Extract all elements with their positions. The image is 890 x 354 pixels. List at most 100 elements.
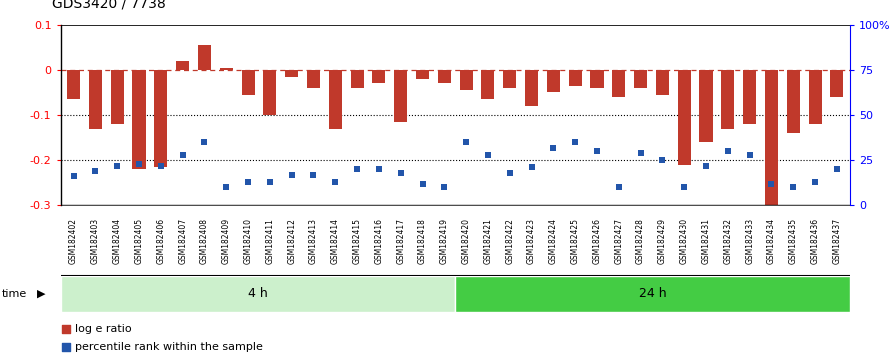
Point bbox=[611, 184, 626, 190]
Point bbox=[263, 179, 277, 185]
Bar bbox=[459, 70, 473, 90]
Text: GSM182431: GSM182431 bbox=[701, 218, 710, 264]
Text: time: time bbox=[2, 289, 27, 299]
Point bbox=[481, 152, 495, 158]
Point bbox=[721, 148, 735, 154]
Bar bbox=[110, 70, 124, 124]
Text: GSM182435: GSM182435 bbox=[789, 218, 797, 264]
Text: GSM182433: GSM182433 bbox=[745, 218, 754, 264]
Bar bbox=[89, 70, 102, 129]
Bar bbox=[546, 70, 560, 92]
Point bbox=[416, 181, 430, 187]
Text: GSM182423: GSM182423 bbox=[527, 218, 536, 264]
Bar bbox=[721, 70, 734, 129]
Text: GSM182418: GSM182418 bbox=[418, 218, 427, 264]
Point bbox=[350, 166, 364, 172]
Bar bbox=[198, 45, 211, 70]
Point bbox=[372, 166, 386, 172]
Text: GSM182429: GSM182429 bbox=[658, 218, 667, 264]
Point bbox=[829, 166, 844, 172]
Point bbox=[786, 184, 800, 190]
Text: GSM182407: GSM182407 bbox=[178, 218, 187, 264]
Text: GSM182416: GSM182416 bbox=[375, 218, 384, 264]
Bar bbox=[590, 70, 603, 88]
Text: GSM182403: GSM182403 bbox=[91, 218, 100, 264]
Text: GSM182419: GSM182419 bbox=[440, 218, 449, 264]
Point bbox=[88, 168, 102, 174]
Bar bbox=[808, 70, 821, 124]
Text: GSM182432: GSM182432 bbox=[724, 218, 732, 264]
Bar bbox=[743, 70, 756, 124]
Point bbox=[59, 344, 73, 350]
Bar bbox=[263, 70, 277, 115]
Point bbox=[524, 165, 538, 170]
Text: GSM182430: GSM182430 bbox=[680, 218, 689, 264]
Bar bbox=[133, 70, 146, 169]
Point bbox=[765, 181, 779, 187]
Bar bbox=[394, 70, 408, 122]
Text: GSM182402: GSM182402 bbox=[69, 218, 78, 264]
Text: GSM182427: GSM182427 bbox=[614, 218, 623, 264]
Point bbox=[59, 326, 73, 332]
Bar bbox=[67, 70, 80, 99]
Point bbox=[198, 139, 212, 145]
Bar bbox=[634, 70, 647, 88]
Point bbox=[154, 163, 168, 169]
Bar bbox=[830, 70, 844, 97]
Point bbox=[590, 148, 604, 154]
Bar bbox=[176, 61, 190, 70]
Bar bbox=[351, 70, 364, 88]
Text: GSM182410: GSM182410 bbox=[244, 218, 253, 264]
Bar bbox=[503, 70, 516, 88]
Point bbox=[437, 184, 451, 190]
Bar bbox=[656, 70, 669, 95]
Bar bbox=[220, 68, 233, 70]
Point bbox=[67, 173, 81, 179]
Point bbox=[132, 161, 146, 167]
Point bbox=[699, 163, 713, 169]
Text: GSM182437: GSM182437 bbox=[832, 218, 841, 264]
Text: GSM182409: GSM182409 bbox=[222, 218, 231, 264]
Text: GSM182417: GSM182417 bbox=[396, 218, 405, 264]
Text: GSM182420: GSM182420 bbox=[462, 218, 471, 264]
Text: GSM182413: GSM182413 bbox=[309, 218, 318, 264]
Text: GSM182408: GSM182408 bbox=[200, 218, 209, 264]
Bar bbox=[61, 276, 456, 312]
Bar bbox=[525, 70, 538, 106]
Point bbox=[241, 179, 255, 185]
Bar bbox=[285, 70, 298, 77]
Text: GSM182424: GSM182424 bbox=[549, 218, 558, 264]
Text: GSM182422: GSM182422 bbox=[506, 218, 514, 264]
Text: GSM182412: GSM182412 bbox=[287, 218, 296, 264]
Text: 4 h: 4 h bbox=[248, 287, 268, 300]
Text: GSM182421: GSM182421 bbox=[483, 218, 492, 264]
Bar bbox=[372, 70, 385, 84]
Text: GSM182405: GSM182405 bbox=[134, 218, 143, 264]
Point bbox=[546, 145, 561, 150]
Text: GSM182426: GSM182426 bbox=[593, 218, 602, 264]
Point bbox=[175, 152, 190, 158]
Point bbox=[110, 163, 125, 169]
Point bbox=[742, 152, 756, 158]
Bar bbox=[456, 276, 850, 312]
Text: GDS3420 / 7738: GDS3420 / 7738 bbox=[52, 0, 166, 11]
Text: GSM182425: GSM182425 bbox=[570, 218, 579, 264]
Bar bbox=[416, 70, 429, 79]
Bar bbox=[438, 70, 451, 84]
Text: GSM182415: GSM182415 bbox=[352, 218, 361, 264]
Text: GSM182404: GSM182404 bbox=[113, 218, 122, 264]
Point bbox=[808, 179, 822, 185]
Point bbox=[306, 172, 320, 177]
Text: GSM182411: GSM182411 bbox=[265, 218, 274, 264]
Text: GSM182434: GSM182434 bbox=[767, 218, 776, 264]
Bar bbox=[612, 70, 626, 97]
Bar bbox=[481, 70, 495, 99]
Point bbox=[634, 150, 648, 156]
Text: GSM182406: GSM182406 bbox=[157, 218, 166, 264]
Point bbox=[219, 184, 233, 190]
Point bbox=[655, 157, 669, 163]
Bar bbox=[154, 70, 167, 167]
Bar bbox=[677, 70, 691, 165]
Bar bbox=[700, 70, 713, 142]
Text: GSM182436: GSM182436 bbox=[811, 218, 820, 264]
